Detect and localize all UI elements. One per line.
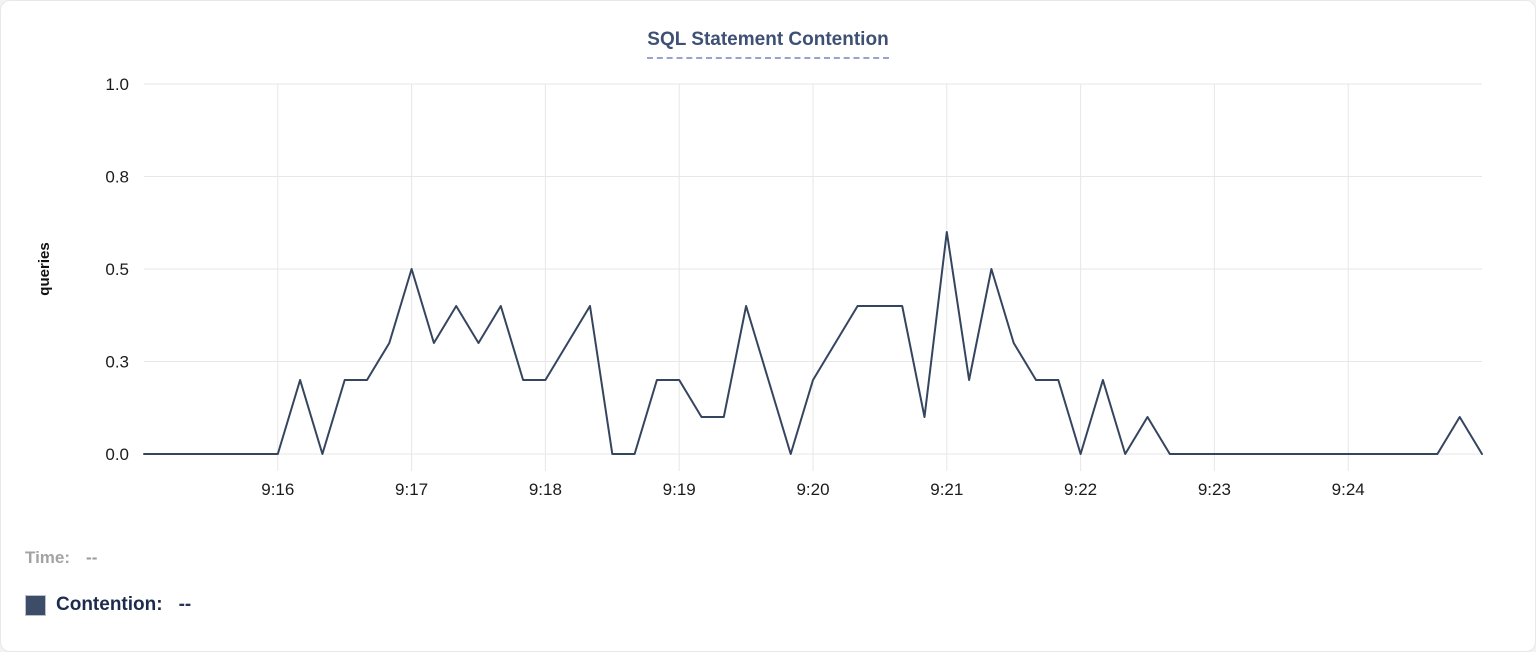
x-tick-label: 9:20 (796, 480, 829, 499)
y-tick-label: 0.5 (105, 260, 129, 279)
x-tick-label: 9:17 (395, 480, 428, 499)
y-axis-label: queries (36, 242, 53, 295)
x-tick-label: 9:18 (529, 480, 562, 499)
y-tick-label: 1.0 (105, 75, 129, 94)
y-grid-and-ticks: 0.0 0.3 0.5 0.8 1.0 (105, 75, 1482, 464)
x-tick-label: 9:19 (663, 480, 696, 499)
tooltip-time-label: Time: (25, 548, 71, 567)
legend-contention-row: Contention: -- (25, 594, 191, 616)
x-grid-and-ticks: 9:16 9:17 9:18 9:19 9:20 9:21 9:22 9:23 9:24 (261, 84, 1365, 499)
y-tick-label: 0.0 (105, 445, 129, 464)
contention-series-line[interactable] (143, 231, 1483, 455)
chart-svg[interactable]: 0.00.30.50.81.09:16 9:17 9:18 9:19 9:20 9:21 9… (1, 1, 1536, 521)
contention-color-swatch (25, 594, 46, 616)
y-tick-label: 0.8 (105, 168, 129, 187)
x-tick-label: 9:16 (261, 480, 294, 499)
chart-title[interactable]: SQL Statement Contention (647, 29, 889, 59)
tooltip-time-value: -- (86, 548, 98, 567)
x-tick-label: 9:23 (1198, 480, 1231, 499)
x-tick-label: 9:24 (1332, 480, 1365, 499)
x-tick-label: 9:21 (930, 480, 963, 499)
y-tick-label: 0.3 (105, 353, 129, 372)
chart-title-wrap: SQL Statement Contention (1, 29, 1535, 59)
legend-contention-label: Contention: (56, 594, 163, 615)
legend-contention-value: -- (178, 594, 192, 615)
tooltip-time-row: Time: -- (25, 548, 97, 568)
x-tick-label: 9:22 (1064, 480, 1097, 499)
